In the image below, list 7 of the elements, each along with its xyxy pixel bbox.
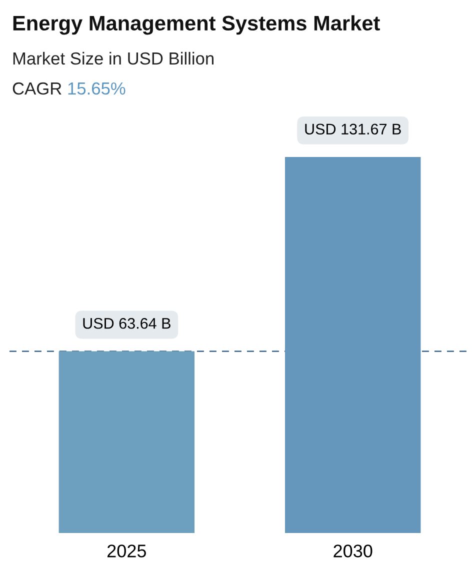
- data-label: USD 63.64 B: [83, 318, 170, 329]
- chart-subtitle: Market Size in USD Billion: [13, 52, 214, 65]
- chart-title: Energy Management Systems Market: [13, 15, 380, 35]
- text: CAGR 15.65%: [12, 82, 126, 95]
- x-tick-label: 2030: [334, 544, 372, 558]
- x-tick-label: 2025: [107, 544, 146, 558]
- data-label: USD 131.67 B: [305, 124, 401, 135]
